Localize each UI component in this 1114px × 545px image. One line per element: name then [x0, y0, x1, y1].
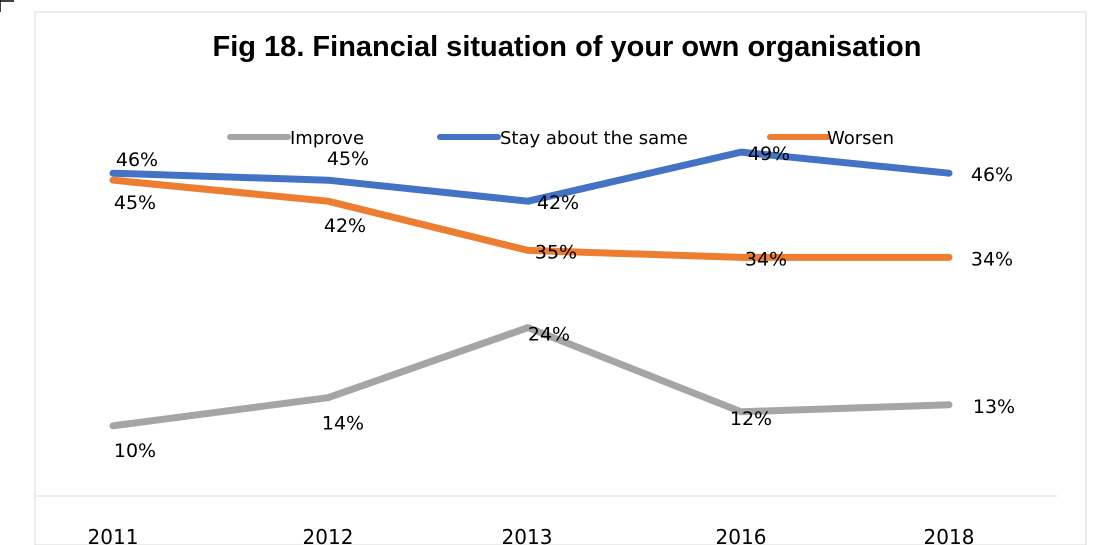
data-label-s2-p3: 34% [745, 248, 787, 270]
legend-label-2: Worsen [827, 128, 894, 149]
x-tick-label-3: 2016 [716, 525, 767, 545]
data-label-s0-p1: 14% [322, 413, 364, 435]
legend: Improve Stay about the same Worsen [227, 128, 894, 149]
data-label-s2-p4: 34% [971, 248, 1013, 270]
data-label-s2-p0: 45% [114, 192, 156, 214]
data-label-s1-p1: 45% [327, 148, 369, 170]
x-axis-ticks: 2011 2012 2013 2016 2018 [88, 525, 975, 545]
data-label-s1-p0: 46% [116, 149, 158, 171]
x-tick-label-0: 2011 [88, 525, 139, 545]
data-label-s0-p2: 24% [528, 324, 570, 346]
series-line-2 [109, 176, 953, 261]
x-tick-label-4: 2018 [924, 525, 975, 545]
series-line-0 [109, 324, 953, 430]
data-label-s0-p3: 12% [730, 408, 772, 430]
series-line-1 [109, 148, 953, 205]
legend-label-1: Stay about the same [500, 128, 688, 149]
chart-frame [34, 11, 1087, 545]
data-label-s2-p2: 35% [535, 241, 577, 263]
series-layer [109, 148, 953, 430]
data-label-s1-p3: 49% [748, 143, 790, 165]
x-tick-label-1: 2012 [303, 525, 354, 545]
data-label-s0-p0: 10% [114, 440, 156, 462]
x-tick-label-2: 2013 [502, 525, 553, 545]
data-labels: 10% 14% 24% 12% 13% 46% 45% 42% 49% 46% 45% 42% 35% 3… [114, 143, 1015, 462]
data-label-s1-p2: 42% [537, 192, 579, 214]
chart-title: Fig 18. Financial situation of your own … [213, 31, 922, 63]
data-label-s2-p1: 42% [324, 215, 366, 237]
data-label-s0-p4: 13% [973, 396, 1015, 418]
data-label-s1-p4: 46% [971, 164, 1013, 186]
legend-label-0: Improve [290, 128, 364, 149]
